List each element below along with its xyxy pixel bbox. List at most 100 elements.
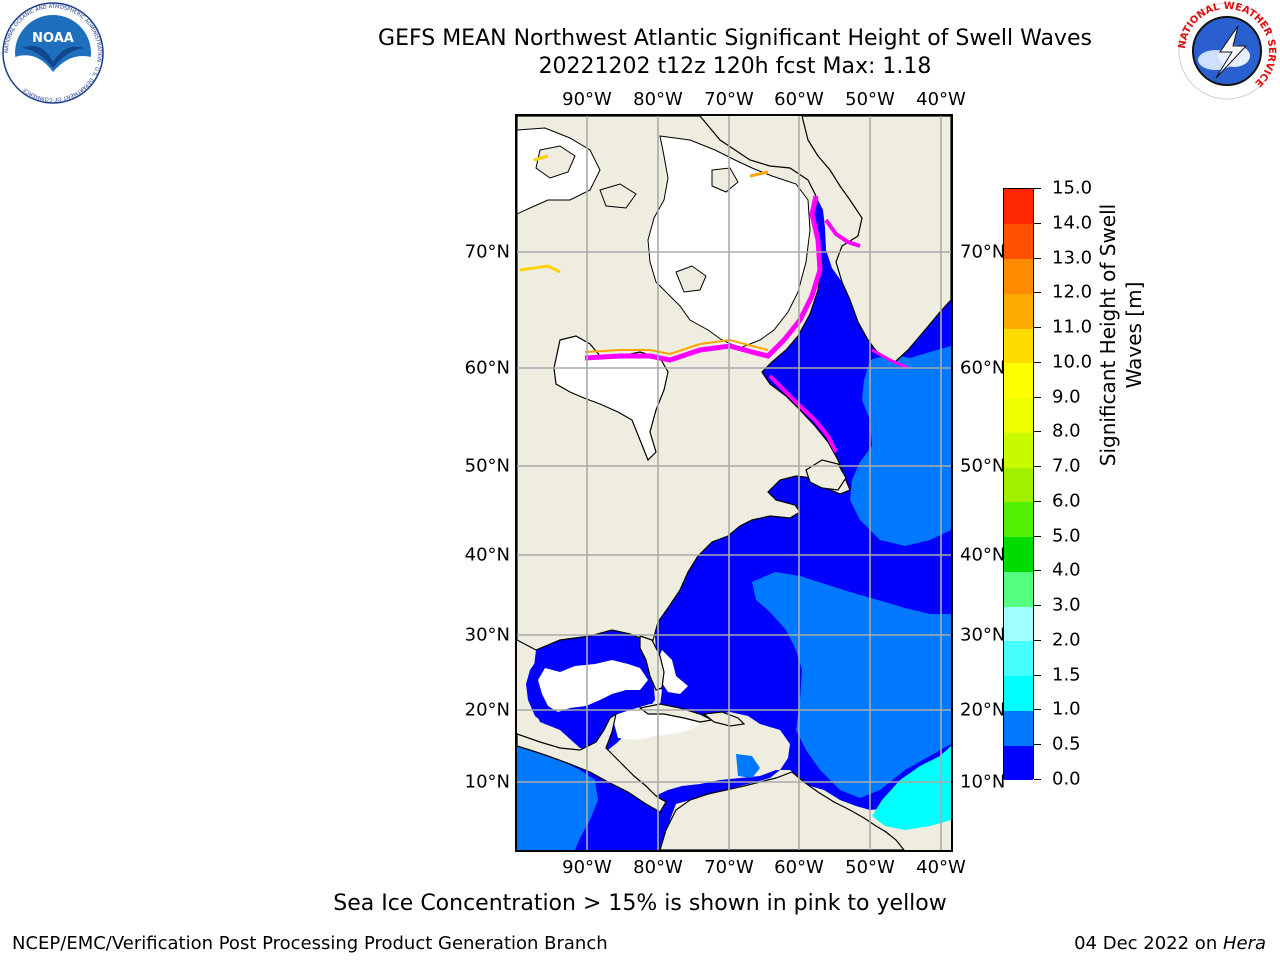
lat-label-left: 20°N	[464, 699, 510, 721]
lat-label-right: 50°N	[960, 455, 1006, 477]
colorbar-tick	[1034, 222, 1041, 224]
no-data-area	[656, 650, 688, 694]
colorbar-segment	[1004, 432, 1033, 468]
caption: Sea Ice Concentration > 15% is shown in …	[333, 891, 947, 916]
ocean-mid-swell	[736, 754, 760, 778]
colorbar-tick-label: 5.0	[1052, 525, 1081, 547]
sea-ice-edge	[768, 374, 838, 453]
map-subtitle: 20221202 t12z 120h fcst Max: 1.18	[538, 54, 932, 79]
lat-label-left: 30°N	[464, 624, 510, 646]
land-greenland	[801, 116, 951, 363]
colorbar-segment	[1004, 189, 1033, 225]
sea-ice-edge	[533, 154, 549, 162]
footer-credit: NCEP/EMC/Verification Post Processing Pr…	[12, 933, 608, 954]
lon-label-bottom: 50°W	[845, 857, 895, 878]
arctic-islands	[535, 145, 576, 179]
arctic-islands	[711, 167, 739, 193]
colorbar-tick	[1034, 396, 1041, 398]
lat-label-left: 70°N	[464, 241, 510, 263]
lat-label-left: 60°N	[464, 357, 510, 379]
colorbar-tick	[1034, 779, 1041, 780]
map-canvas	[517, 116, 951, 850]
lon-label-top: 80°W	[633, 89, 683, 110]
arctic-islands	[675, 265, 707, 293]
colorbar-tick	[1034, 257, 1041, 259]
ocean-mid-swell	[517, 742, 598, 850]
colorbar-tick-label: 12.0	[1052, 281, 1093, 303]
colorbar-tick	[1034, 327, 1041, 329]
sea-ice-edge	[584, 195, 823, 363]
sea-ice-edge	[871, 348, 909, 370]
colorbar-tick	[1034, 674, 1041, 676]
colorbar-segment	[1004, 536, 1033, 572]
colorbar-tick	[1034, 361, 1041, 363]
lon-label-bottom: 70°W	[704, 857, 754, 878]
colorbar-segment	[1004, 223, 1033, 259]
sea-ice-edge	[749, 170, 769, 178]
nws-logo: NATIONAL WEATHER SERVICE	[1176, 0, 1278, 102]
colorbar-tick-label: 3.0	[1052, 594, 1081, 616]
ocean-mid-swell	[850, 346, 951, 546]
colorbar-tick-label: 9.0	[1052, 386, 1081, 408]
colorbar-tick-label: 15.0	[1052, 177, 1093, 199]
colorbar-tick-label: 14.0	[1052, 212, 1093, 234]
colorbar-tick	[1034, 605, 1041, 607]
colorbar-tick	[1034, 466, 1041, 468]
colorbar-tick-label: 6.0	[1052, 490, 1081, 512]
swell-height-map	[515, 114, 953, 852]
lat-label-right: 40°N	[960, 544, 1006, 566]
colorbar-tick	[1034, 292, 1041, 294]
footer-host: Hera	[1222, 933, 1266, 954]
colorbar-segment	[1004, 745, 1033, 781]
lat-label-left: 40°N	[464, 544, 510, 566]
colorbar-tick-label: 13.0	[1052, 247, 1093, 269]
sea-ice-edge	[519, 264, 561, 274]
land-hispaniola	[702, 711, 746, 727]
lon-label-bottom: 60°W	[774, 857, 824, 878]
lat-label-right: 20°N	[960, 699, 1006, 721]
sea-ice-edge	[584, 338, 769, 356]
colorbar-tick-label: 2.0	[1052, 629, 1081, 651]
colorbar-tick-label: 0.5	[1052, 733, 1081, 755]
lon-label-top: 70°W	[704, 89, 754, 110]
colorbar-segment	[1004, 362, 1033, 399]
land-central-america	[517, 712, 667, 813]
lon-label-top: 50°W	[845, 89, 895, 110]
lon-label-bottom: 40°W	[916, 857, 966, 878]
lat-label-left: 50°N	[464, 455, 510, 477]
colorbar-tick-label: 4.0	[1052, 559, 1081, 581]
colorbar-tick-label: 1.0	[1052, 698, 1081, 720]
colorbar-tick-label: 7.0	[1052, 455, 1081, 477]
ocean-mid-swell	[752, 572, 951, 798]
colorbar-segment	[1004, 571, 1033, 607]
lat-label-right: 30°N	[960, 624, 1006, 646]
colorbar-segment	[1004, 710, 1033, 746]
colorbar	[1003, 188, 1034, 781]
lat-label-right: 60°N	[960, 357, 1006, 379]
colorbar-tick-label: 10.0	[1052, 351, 1093, 373]
colorbar-title: Significant Height of Swell Waves [m]	[1096, 203, 1146, 467]
colorbar-segment	[1004, 675, 1033, 711]
lat-label-right: 10°N	[960, 771, 1006, 793]
lat-label-right: 70°N	[960, 241, 1006, 263]
colorbar-tick	[1034, 744, 1041, 746]
colorbar-tick	[1034, 188, 1041, 189]
colorbar-segment	[1004, 467, 1033, 503]
graticule	[517, 116, 951, 850]
colorbar-tick	[1034, 570, 1041, 572]
footer-date-text: 04 Dec 2022 on	[1074, 933, 1223, 954]
ocean-high-swell	[872, 746, 951, 830]
map-title: GEFS MEAN Northwest Atlantic Significant…	[378, 26, 1092, 51]
colorbar-tick-label: 8.0	[1052, 420, 1081, 442]
colorbar-segment	[1004, 501, 1033, 538]
land-south-america	[659, 771, 905, 850]
lon-label-bottom: 90°W	[562, 857, 612, 878]
colorbar-tick	[1034, 431, 1041, 433]
colorbar-tick	[1034, 639, 1041, 641]
colorbar-tick-label: 0.0	[1052, 768, 1081, 790]
colorbar-segment	[1004, 258, 1033, 294]
noaa-logo-text: NOAA	[32, 31, 74, 46]
sea-ice-edge	[824, 218, 861, 248]
colorbar-tick-label: 1.5	[1052, 664, 1081, 686]
colorbar-tick	[1034, 709, 1041, 711]
